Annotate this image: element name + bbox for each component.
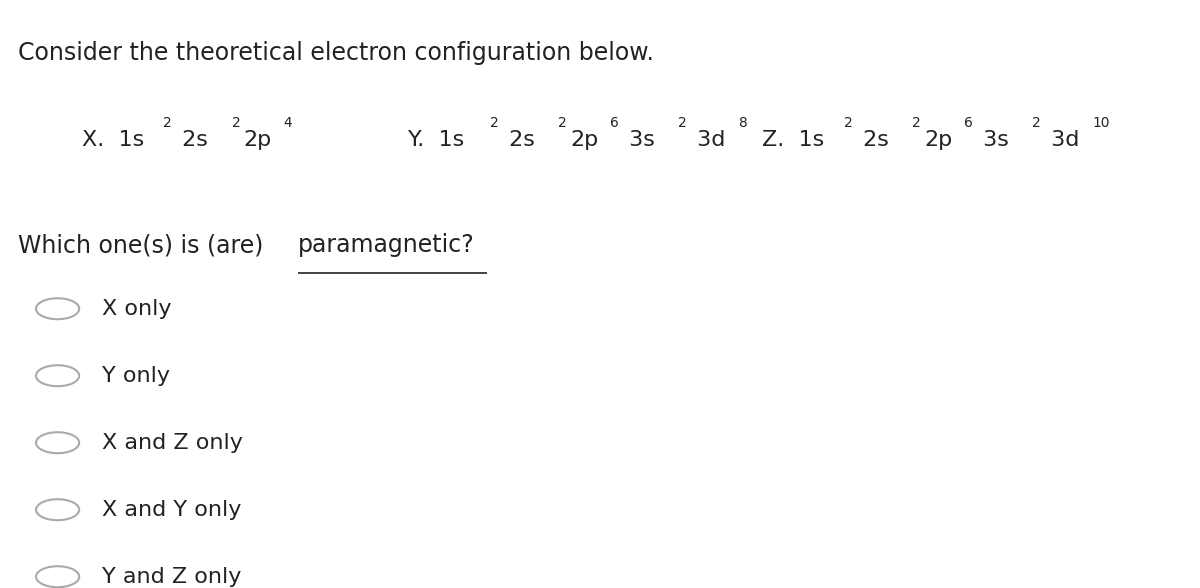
- Text: 6: 6: [610, 116, 618, 131]
- Text: X and Z only: X and Z only: [102, 433, 242, 453]
- Text: paramagnetic?: paramagnetic?: [298, 233, 474, 257]
- Text: 6: 6: [964, 116, 972, 131]
- Text: 2: 2: [490, 116, 498, 131]
- Text: 2: 2: [163, 116, 172, 131]
- Text: Consider the theoretical electron configuration below.: Consider the theoretical electron config…: [18, 41, 654, 65]
- Text: 2s: 2s: [175, 130, 208, 150]
- Text: X only: X only: [102, 299, 172, 319]
- Text: 3d: 3d: [690, 130, 725, 150]
- Text: X.  1s: X. 1s: [82, 130, 144, 150]
- Text: 2p: 2p: [570, 130, 599, 150]
- Text: Y only: Y only: [102, 366, 170, 386]
- Text: 2: 2: [232, 116, 240, 131]
- Text: 2p: 2p: [244, 130, 272, 150]
- Text: 8: 8: [738, 116, 746, 131]
- Text: 2: 2: [558, 116, 566, 131]
- Text: 2: 2: [912, 116, 920, 131]
- Text: 2s: 2s: [502, 130, 534, 150]
- Text: 10: 10: [1092, 116, 1110, 131]
- Text: Z.  1s: Z. 1s: [762, 130, 824, 150]
- Text: 2: 2: [1032, 116, 1040, 131]
- Text: 2: 2: [844, 116, 852, 131]
- Text: 2p: 2p: [924, 130, 953, 150]
- Text: 2s: 2s: [856, 130, 888, 150]
- Text: Y and Z only: Y and Z only: [102, 567, 241, 587]
- Text: 3d: 3d: [1044, 130, 1079, 150]
- Text: X and Y only: X and Y only: [102, 500, 241, 520]
- Text: Which one(s) is (are): Which one(s) is (are): [18, 233, 271, 257]
- Text: 2: 2: [678, 116, 686, 131]
- Text: 3s: 3s: [622, 130, 654, 150]
- Text: 3s: 3s: [976, 130, 1008, 150]
- Text: Y.  1s: Y. 1s: [408, 130, 464, 150]
- Text: 4: 4: [283, 116, 292, 131]
